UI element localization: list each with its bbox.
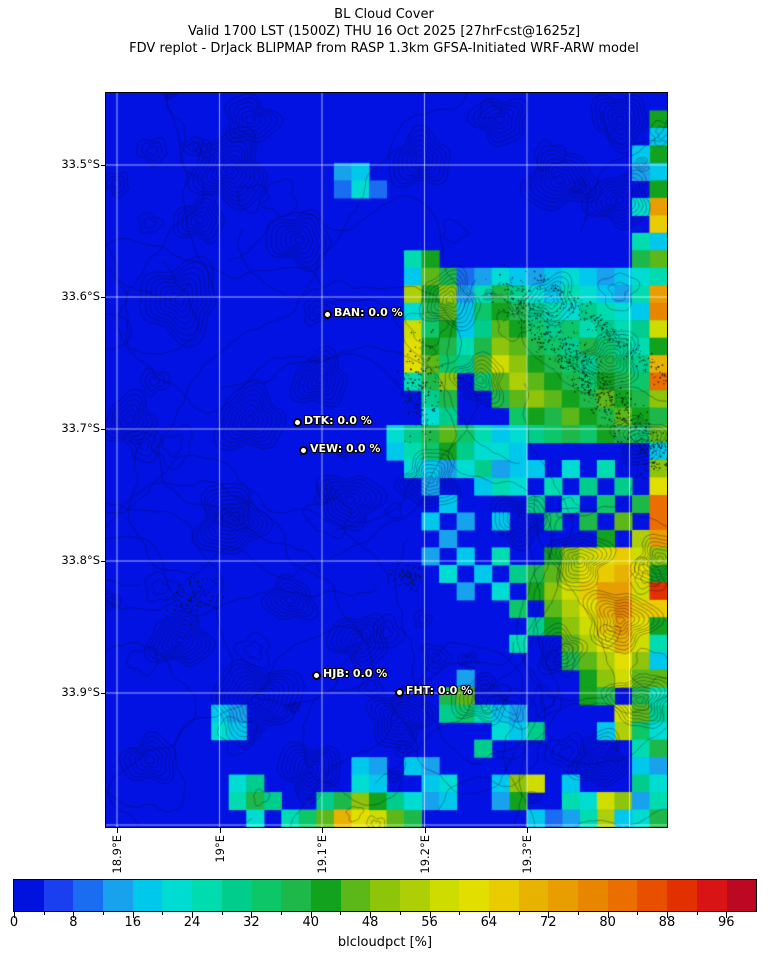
colorbar-segment bbox=[399, 880, 430, 911]
valid-time-subtitle: Valid 1700 LST (1500Z) THU 16 Oct 2025 [… bbox=[187, 24, 581, 39]
colorbar-tick-mark bbox=[429, 911, 431, 918]
colorbar-segment bbox=[310, 880, 341, 911]
colorbar-tick-mark bbox=[459, 911, 461, 915]
y-tick-mark bbox=[101, 561, 106, 562]
colorbar-tick-label: 72 bbox=[539, 915, 557, 930]
colorbar-segment bbox=[162, 880, 193, 911]
station-marker-icon bbox=[394, 687, 404, 697]
colorbar-segment bbox=[132, 880, 163, 911]
colorbar-tick-mark bbox=[103, 911, 105, 915]
station-label: VEW: 0.0 % bbox=[310, 442, 381, 455]
colorbar-axis-label: blcloudpct [%] bbox=[337, 935, 433, 950]
station-label: FHT: 0.0 % bbox=[406, 684, 473, 697]
colorbar-segment bbox=[370, 880, 400, 911]
station-marker-icon bbox=[311, 670, 321, 680]
y-tick-label: 33.7°S bbox=[61, 421, 100, 435]
colorbar-tick-label: 8 bbox=[69, 915, 78, 930]
colorbar-segment bbox=[340, 880, 371, 911]
colorbar-tick-mark bbox=[221, 911, 223, 915]
colorbar-segment bbox=[667, 880, 697, 911]
colorbar-tick-mark bbox=[518, 911, 520, 915]
colorbar-tick-mark bbox=[607, 911, 609, 918]
colorbar-tick-label: 64 bbox=[480, 915, 498, 930]
station-marker-icon bbox=[292, 417, 302, 427]
colorbar-segment bbox=[103, 880, 133, 911]
y-tick-label: 33.5°S bbox=[61, 157, 100, 171]
colorbar-tick-mark bbox=[281, 911, 283, 915]
colorbar-tick-mark bbox=[726, 911, 728, 918]
colorbar-tick-label: 16 bbox=[124, 915, 141, 930]
colorbar-segment bbox=[518, 880, 549, 911]
colorbar-tick-mark bbox=[666, 911, 668, 918]
colorbar-tick-mark bbox=[43, 911, 45, 915]
y-tick-mark bbox=[101, 693, 106, 694]
colorbar-segment bbox=[73, 880, 104, 911]
title-block: BL Cloud Cover Valid 1700 LST (1500Z) TH… bbox=[0, 6, 768, 57]
colorbar-tick-label: 96 bbox=[718, 915, 735, 930]
colorbar-tick-mark bbox=[548, 911, 550, 918]
y-tick-mark bbox=[101, 429, 106, 430]
colorbar-segment bbox=[43, 880, 74, 911]
colorbar-tick-label: 80 bbox=[599, 915, 616, 930]
y-tick-mark bbox=[101, 297, 106, 298]
y-tick-label: 33.9°S bbox=[61, 685, 100, 699]
colorbar-tick-label: 56 bbox=[421, 915, 438, 930]
map-plot-area: BAN: 0.0 % DTK: 0.0 % VEW: 0.0 % HJB: 0.0 %… bbox=[105, 92, 668, 828]
colorbar-tick-mark bbox=[399, 911, 401, 915]
station-marker-icon bbox=[298, 445, 308, 455]
x-tick-mark bbox=[527, 828, 528, 833]
colorbar-segment bbox=[607, 880, 638, 911]
colorbar-tick-mark bbox=[73, 911, 75, 918]
colorbar-segment bbox=[192, 880, 222, 911]
colorbar-tick-mark bbox=[14, 911, 15, 918]
colorbar-tick-mark bbox=[192, 911, 194, 918]
colorbar-tick-mark bbox=[310, 911, 312, 918]
colorbar-segment bbox=[251, 880, 282, 911]
y-tick-mark bbox=[101, 165, 106, 166]
colorbar-segment bbox=[489, 880, 519, 911]
station-label: BAN: 0.0 % bbox=[334, 306, 403, 319]
colorbar-segment bbox=[726, 880, 757, 911]
colorbar-segment bbox=[14, 880, 44, 911]
colorbar-tick-mark bbox=[132, 911, 134, 918]
colorbar-tick-mark bbox=[340, 911, 342, 915]
colorbar-tick-mark bbox=[251, 911, 253, 918]
colorbar-tick-label: 88 bbox=[658, 915, 676, 930]
colorbar bbox=[13, 879, 757, 912]
y-tick-label: 33.6°S bbox=[61, 289, 100, 303]
chart-title: BL Cloud Cover bbox=[334, 7, 434, 22]
colorbar-segment bbox=[429, 880, 460, 911]
station-marker-icon bbox=[322, 309, 332, 319]
colorbar-tick-mark bbox=[577, 911, 579, 915]
map-canvas bbox=[106, 93, 667, 827]
y-tick-label: 33.8°S bbox=[61, 553, 100, 567]
colorbar-tick-mark bbox=[370, 911, 372, 918]
station-label: DTK: 0.0 % bbox=[304, 414, 372, 427]
colorbar-segment bbox=[637, 880, 668, 911]
colorbar-segment bbox=[459, 880, 489, 911]
colorbar-segment bbox=[578, 880, 608, 911]
colorbar-tick-label: 0 bbox=[9, 915, 19, 930]
colorbar-tick-label: 32 bbox=[243, 915, 260, 930]
x-tick-mark bbox=[117, 828, 118, 833]
colorbar-segment bbox=[221, 880, 252, 911]
colorbar-segment bbox=[281, 880, 311, 911]
station-label: HJB: 0.0 % bbox=[323, 667, 388, 680]
colorbar-tick-mark bbox=[696, 911, 698, 915]
colorbar-tick-label: 48 bbox=[361, 915, 379, 930]
x-tick-mark bbox=[424, 828, 426, 833]
x-tick-mark bbox=[322, 828, 323, 833]
model-source-subtitle: FDV replot - DrJack BLIPMAP from RASP 1.… bbox=[129, 41, 639, 56]
colorbar-tick-mark bbox=[637, 911, 639, 915]
x-tick-mark bbox=[219, 828, 221, 833]
colorbar-segment bbox=[696, 880, 727, 911]
colorbar-tick-mark bbox=[162, 911, 164, 915]
colorbar-tick-label: 40 bbox=[302, 915, 320, 930]
colorbar-tick-label: 24 bbox=[183, 915, 201, 930]
colorbar-segment bbox=[548, 880, 579, 911]
colorbar-tick-mark bbox=[488, 911, 490, 918]
